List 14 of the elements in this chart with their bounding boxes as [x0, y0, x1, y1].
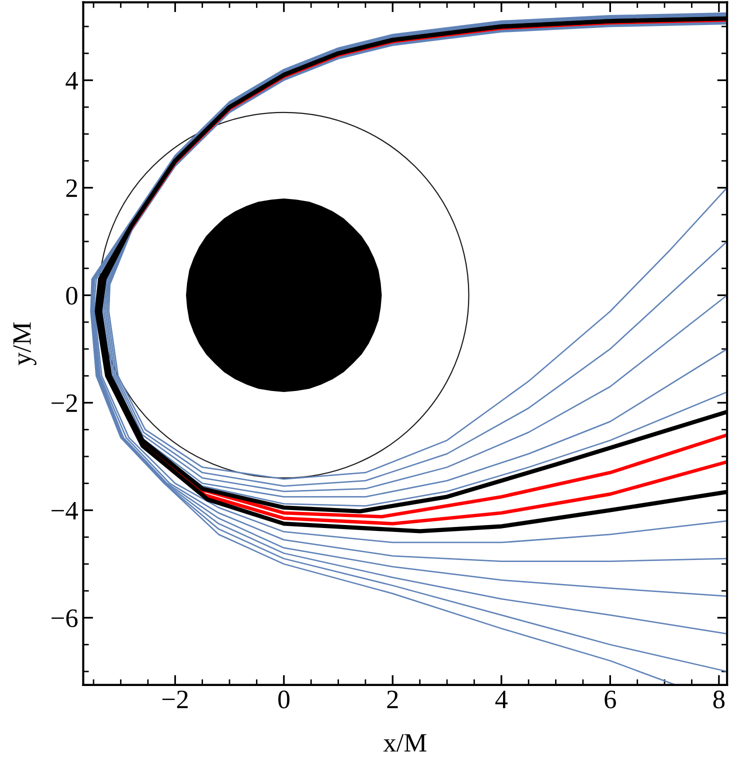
y-tick-label: 4 — [66, 72, 78, 90]
y-tick-label: 0 — [66, 286, 78, 305]
x-tick-label: 6 — [604, 690, 616, 708]
x-tick-label: 0 — [278, 690, 290, 708]
x-tick-label: 8 — [713, 690, 725, 708]
x-tick-label: 2 — [387, 690, 398, 708]
y-tick-label: −2 — [52, 394, 77, 412]
y-axis-title: y/M — [13, 322, 36, 366]
x-axis-title: x/M — [383, 734, 426, 752]
y-tick-label: 2 — [66, 179, 77, 197]
x-tick-label: 4 — [495, 690, 508, 708]
x-tick-label: −2 — [162, 690, 188, 708]
y-tick-label: −4 — [52, 502, 78, 520]
y-tick-label: −6 — [52, 609, 78, 628]
